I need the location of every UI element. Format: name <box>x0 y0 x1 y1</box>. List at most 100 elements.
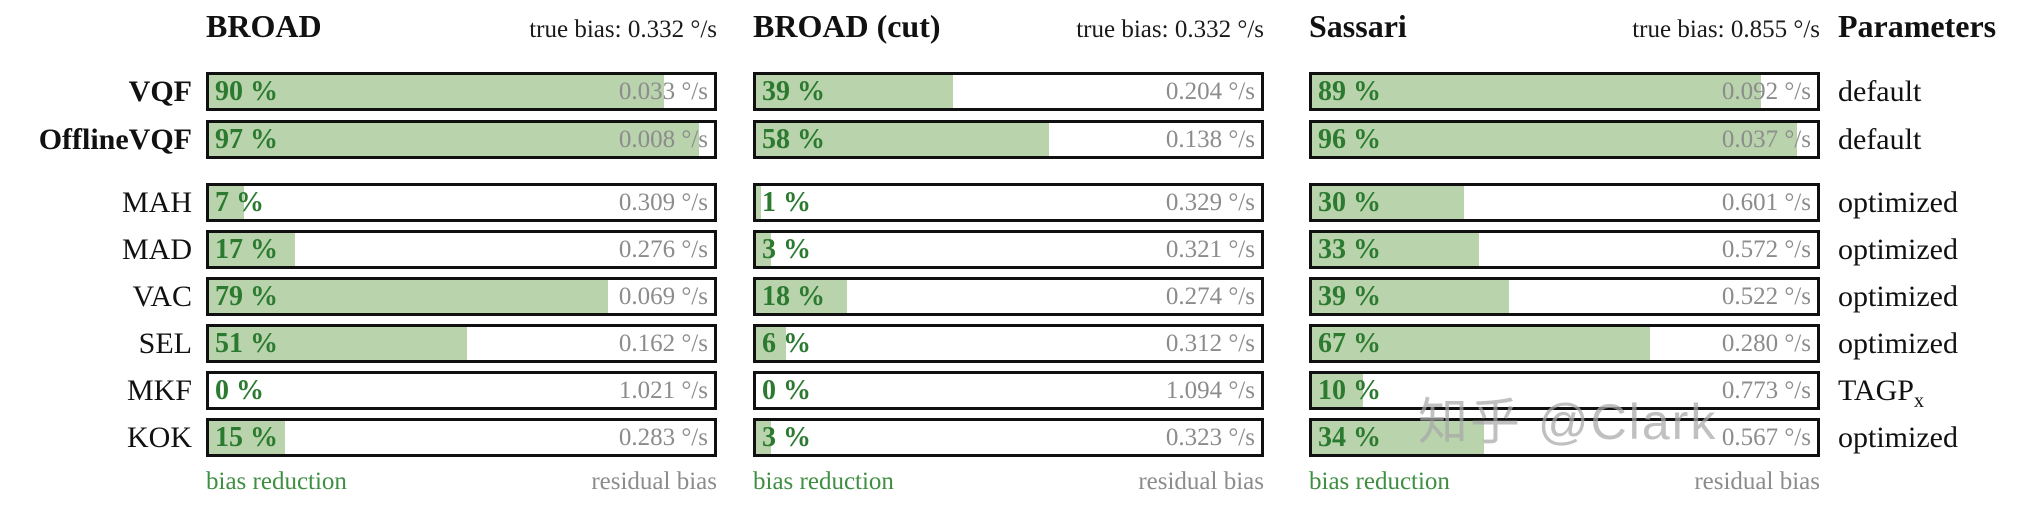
column-header-broad: BROAD true bias: 0.332 °/s <box>206 8 717 52</box>
param-text: default <box>1838 75 1922 108</box>
bar-broadcut-offlinevqf: 58 % 0.138 °/s <box>753 120 1264 159</box>
bar-fill <box>209 327 467 360</box>
bar-sassari-vac: 39 % 0.522 °/s <box>1309 277 1820 316</box>
bar-fill <box>1312 233 1479 266</box>
residual-bias-value: 0.274 °/s <box>1165 283 1255 310</box>
bar-fill <box>1312 123 1797 156</box>
residual-bias-caption: residual bias <box>1138 468 1264 495</box>
bar-broad-offlinevqf: 97 % 0.008 °/s <box>206 120 717 159</box>
bias-reduction-value: 10 % <box>1318 375 1381 406</box>
bar-fill <box>756 123 1049 156</box>
param-mad: optimized <box>1838 230 1958 269</box>
bar-sassari-sel: 67 % 0.280 °/s <box>1309 324 1820 363</box>
param-vac: optimized <box>1838 277 1958 316</box>
bar-sassari-vqf: 89 % 0.092 °/s <box>1309 72 1820 111</box>
bar-fill <box>209 186 245 219</box>
residual-bias-value: 1.021 °/s <box>618 377 708 404</box>
bar-fill <box>209 280 608 313</box>
watermark: 知乎 @Clark <box>1418 394 1718 450</box>
bar-fill <box>756 186 762 219</box>
bar-fill <box>209 123 699 156</box>
bar-broadcut-vqf: 39 % 0.204 °/s <box>753 72 1264 111</box>
residual-bias-value: 0.572 °/s <box>1721 236 1811 263</box>
residual-bias-value: 0.033 °/s <box>618 78 708 105</box>
bias-reduction-value: 34 % <box>1318 422 1381 453</box>
bias-reduction-value: 79 % <box>215 281 278 312</box>
bar-fill <box>209 75 664 108</box>
bias-reduction-value: 17 % <box>215 234 278 265</box>
bias-reduction-value: 33 % <box>1318 234 1381 265</box>
bar-fill <box>209 233 295 266</box>
column-title: BROAD <box>206 8 322 44</box>
bar-fill <box>1312 421 1484 454</box>
bias-reduction-value: 3 % <box>762 234 811 265</box>
bar-sassari-offlinevqf: 96 % 0.037 °/s <box>1309 120 1820 159</box>
row-label-vqf: VQF <box>128 75 192 108</box>
bar-sassari-mkf: 10 % 0.773 °/s <box>1309 371 1820 410</box>
residual-bias-value: 0.601 °/s <box>1721 189 1811 216</box>
bar-broad-kok: 15 % 0.283 °/s <box>206 418 717 457</box>
residual-bias-value: 0.276 °/s <box>618 236 708 263</box>
param-mah: optimized <box>1838 183 1958 222</box>
bar-fill <box>756 233 772 266</box>
row-label-mah: MAH <box>121 186 192 219</box>
residual-bias-value: 0.329 °/s <box>1165 189 1255 216</box>
column-footer-sassari: bias reduction residual bias <box>1309 468 1820 496</box>
param-text: default <box>1838 123 1922 156</box>
row-label-sel: SEL <box>138 327 192 360</box>
bar-fill <box>756 280 847 313</box>
bar-broad-sel: 51 % 0.162 °/s <box>206 324 717 363</box>
residual-bias-value: 0.280 °/s <box>1721 330 1811 357</box>
bar-fill <box>1312 75 1762 108</box>
bias-reduction-value: 89 % <box>1318 76 1381 107</box>
residual-bias-value: 0.204 °/s <box>1165 78 1255 105</box>
bar-broadcut-mah: 1 % 0.329 °/s <box>753 183 1264 222</box>
bias-reduction-caption: bias reduction <box>753 468 894 495</box>
residual-bias-value: 0.138 °/s <box>1165 126 1255 153</box>
bias-reduction-value: 18 % <box>762 281 825 312</box>
bar-broadcut-vac: 18 % 0.274 °/s <box>753 277 1264 316</box>
residual-bias-value: 0.522 °/s <box>1721 283 1811 310</box>
bar-broad-mkf: 0 % 1.021 °/s <box>206 371 717 410</box>
bar-sassari-mad: 33 % 0.572 °/s <box>1309 230 1820 269</box>
param-vqf: default <box>1838 72 1921 111</box>
bar-sassari-kok: 34 % 0.567 °/s <box>1309 418 1820 457</box>
bias-reduction-value: 7 % <box>215 187 264 218</box>
bias-reduction-value: 67 % <box>1318 328 1381 359</box>
bar-fill <box>209 421 285 454</box>
bar-fill <box>1312 280 1509 313</box>
bar-broadcut-sel: 6 % 0.312 °/s <box>753 324 1264 363</box>
param-mkf: TAGPx <box>1838 371 1924 412</box>
param-sub: x <box>1913 390 1924 412</box>
true-bias-label: true bias: 0.332 °/s <box>1076 16 1264 43</box>
param-text: TAGP <box>1838 374 1914 407</box>
bias-reduction-value: 58 % <box>762 124 825 155</box>
bar-broad-vqf: 90 % 0.033 °/s <box>206 72 717 111</box>
column-footer-broad-cut: bias reduction residual bias <box>753 468 1264 496</box>
residual-bias-value: 0.309 °/s <box>618 189 708 216</box>
bias-reduction-value: 90 % <box>215 76 278 107</box>
residual-bias-value: 0.283 °/s <box>618 424 708 451</box>
row-label-vac: VAC <box>132 280 192 313</box>
residual-bias-value: 0.008 °/s <box>618 126 708 153</box>
residual-bias-value: 1.094 °/s <box>1165 377 1255 404</box>
param-text: optimized <box>1838 186 1958 219</box>
bar-fill <box>756 75 953 108</box>
bar-fill <box>1312 327 1651 360</box>
bar-broadcut-mad: 3 % 0.321 °/s <box>753 230 1264 269</box>
residual-bias-value: 0.773 °/s <box>1721 377 1811 404</box>
bar-broad-vac: 79 % 0.069 °/s <box>206 277 717 316</box>
column-header-sassari: Sassari true bias: 0.855 °/s <box>1309 8 1820 52</box>
bias-reduction-value: 39 % <box>762 76 825 107</box>
param-text: optimized <box>1838 327 1958 360</box>
param-sel: optimized <box>1838 324 1958 363</box>
residual-bias-value: 0.092 °/s <box>1721 78 1811 105</box>
residual-bias-caption: residual bias <box>1694 468 1820 495</box>
bias-reduction-value: 39 % <box>1318 281 1381 312</box>
residual-bias-value: 0.162 °/s <box>618 330 708 357</box>
bar-broadcut-kok: 3 % 0.323 °/s <box>753 418 1264 457</box>
param-text: optimized <box>1838 421 1958 454</box>
row-label-mad: MAD <box>121 233 192 266</box>
bar-fill <box>1312 186 1464 219</box>
column-header-broad-cut: BROAD (cut) true bias: 0.332 °/s <box>753 8 1264 52</box>
